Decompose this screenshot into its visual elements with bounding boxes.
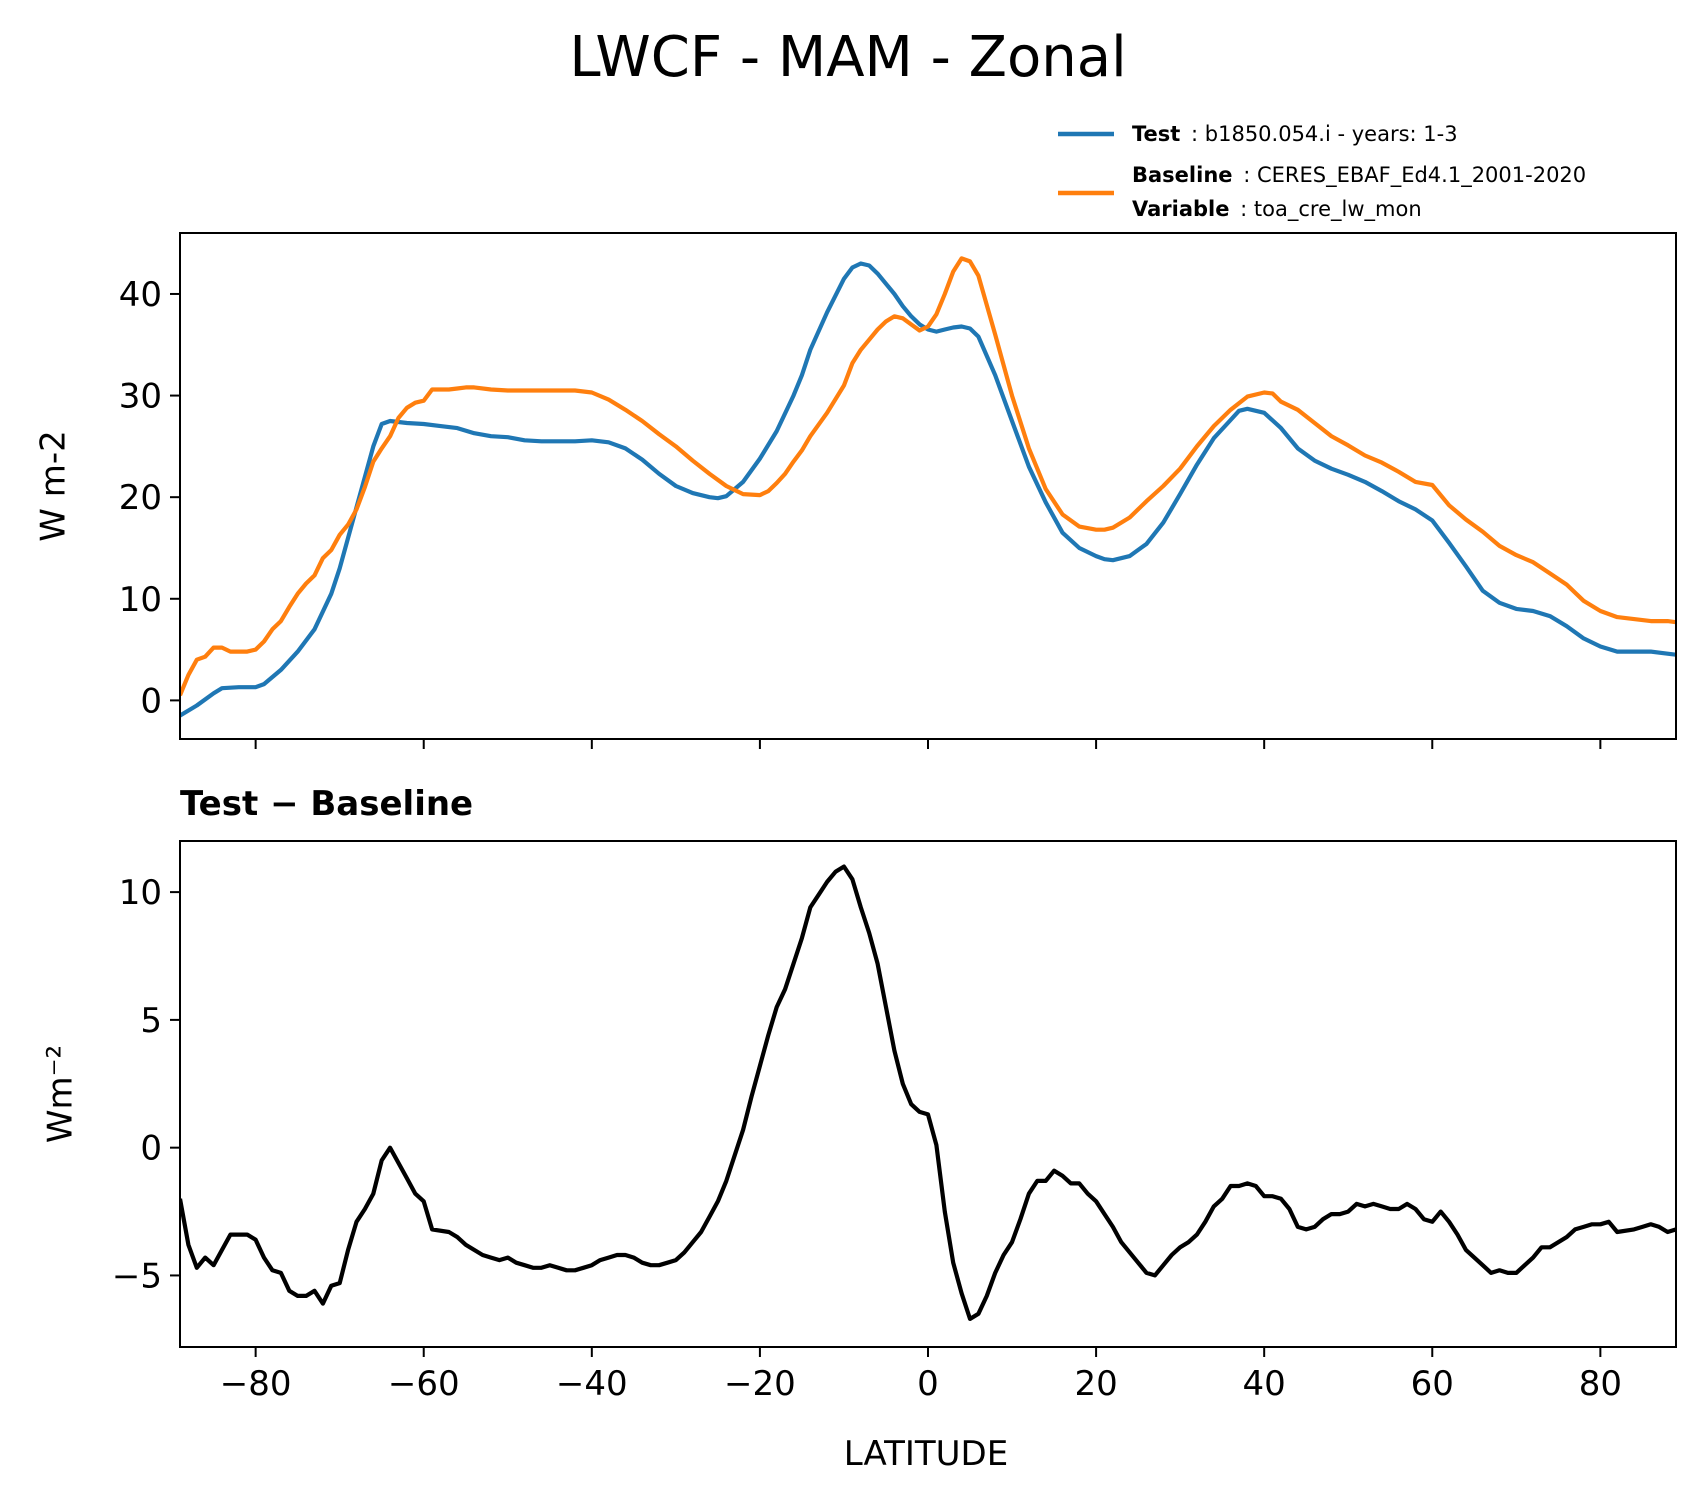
- legend-test-text: Test : b1850.054.i - years: 1-3: [1132, 122, 1458, 146]
- legend-test-value: b1850.054.i - years: 1-3: [1205, 122, 1458, 146]
- legend-variable-text: Variable : toa_cre_lw_mon: [1132, 197, 1422, 222]
- top-y-tick-label: 0: [140, 681, 162, 721]
- top-axes-frame: [179, 232, 1677, 740]
- x-axis-label: LATITUDE: [844, 1434, 1008, 1474]
- legend: Test : b1850.054.i - years: 1-3 Baseline…: [1058, 122, 1586, 222]
- x-tick-label: 80: [1579, 1364, 1622, 1404]
- bottom-y-tick-label: 0: [140, 1129, 162, 1169]
- legend-baseline-value: CERES_EBAF_Ed4.1_2001-2020: [1257, 163, 1586, 188]
- top-panel: W m-2 0 10 20 30 40: [34, 232, 1677, 749]
- x-tick-label: 40: [1243, 1364, 1286, 1404]
- legend-variable-key: Variable: [1132, 197, 1229, 221]
- legend-baseline-text: Baseline : CERES_EBAF_Ed4.1_2001-2020: [1132, 163, 1586, 188]
- top-y-tick-label: 30: [119, 377, 162, 417]
- legend-test-key: Test: [1132, 122, 1180, 146]
- test-series-line: [180, 261, 1676, 718]
- bottom-axes-frame: [179, 840, 1677, 1348]
- x-tick-label: −40: [556, 1364, 628, 1404]
- legend-baseline-key: Baseline: [1132, 163, 1233, 187]
- bottom-y-axis-label: Wm⁻²: [41, 1045, 81, 1143]
- x-tick-label: −20: [724, 1364, 796, 1404]
- bottom-y-tick-label: 5: [140, 1001, 162, 1041]
- x-tick-label: 60: [1411, 1364, 1454, 1404]
- x-tick-label: 0: [917, 1364, 939, 1404]
- top-y-axis-label: W m-2: [34, 430, 74, 541]
- bottom-y-tick-label: −5: [112, 1256, 162, 1296]
- difference-panel-title: Test − Baseline: [180, 784, 473, 824]
- figure-title: LWCF - MAM - Zonal: [569, 25, 1126, 90]
- top-y-tick-label: 20: [119, 478, 162, 518]
- top-y-tick-label: 10: [119, 580, 162, 620]
- top-y-tick-label: 40: [119, 275, 162, 315]
- difference-series-line: [180, 864, 1676, 1321]
- x-tick-label: −60: [388, 1364, 460, 1404]
- bottom-y-tick-label: 10: [119, 873, 162, 913]
- x-tick-label: −80: [220, 1364, 292, 1404]
- bottom-panel: Test − Baseline Wm⁻² LATITUDE −5 0 5 10 −80 −…: [41, 784, 1677, 1474]
- legend-variable-value: toa_cre_lw_mon: [1254, 197, 1422, 222]
- baseline-series-line: [180, 256, 1676, 697]
- x-tick-label: 20: [1074, 1364, 1117, 1404]
